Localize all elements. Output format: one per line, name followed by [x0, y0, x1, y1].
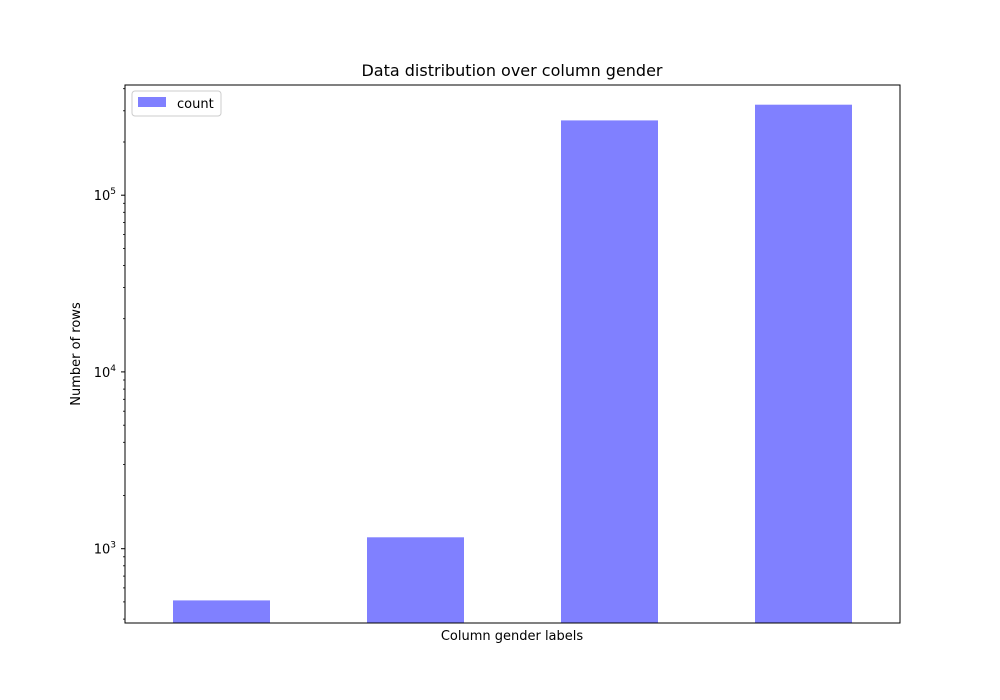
y-tick-label-base: 10 [94, 543, 111, 558]
bar-1 [173, 600, 270, 623]
bar-2 [367, 537, 464, 623]
y-tick-label-exponent: 3 [110, 541, 116, 551]
legend: count [131, 90, 222, 117]
axes-frame [124, 84, 901, 624]
y-tick-label-exponent: 4 [110, 364, 116, 374]
y-tick-label: 103 [94, 541, 116, 558]
legend-label: count [177, 97, 214, 112]
y-tick-label-exponent: 5 [110, 187, 116, 197]
y-axis-label: Number of rows [69, 302, 84, 406]
y-tick-label-base: 10 [94, 366, 111, 381]
y-tick-label: 104 [94, 364, 117, 381]
legend-swatch [138, 97, 166, 107]
bars-group [173, 104, 852, 624]
chart-title: Data distribution over column gender [361, 61, 662, 80]
x-axis-label: Column gender labels [441, 629, 584, 644]
bar-4 [755, 104, 852, 623]
y-tick-label: 105 [94, 187, 116, 204]
y-tick-label-base: 10 [94, 189, 111, 204]
bar-3 [561, 120, 658, 624]
